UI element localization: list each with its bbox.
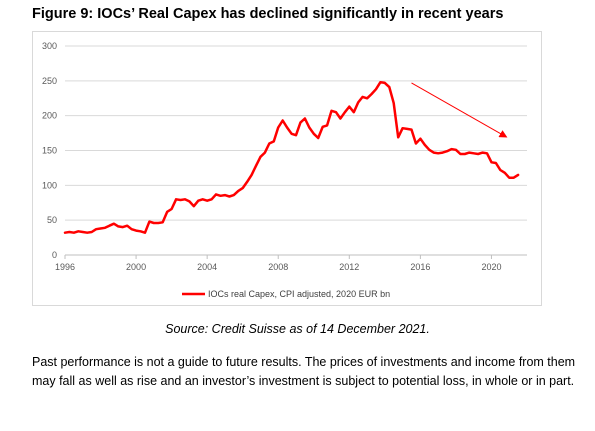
y-tick-label: 200 <box>42 111 57 121</box>
x-tick-label: 2012 <box>339 262 359 272</box>
source-note: Source: Credit Suisse as of 14 December … <box>165 322 430 336</box>
y-tick-label: 100 <box>42 180 57 190</box>
y-tick-label: 150 <box>42 146 57 156</box>
figure-title: Figure 9: IOCs’ Real Capex has declined … <box>32 6 504 22</box>
x-tick-label: 2016 <box>410 262 430 272</box>
x-tick-label: 2000 <box>126 262 146 272</box>
y-tick-label: 50 <box>47 215 57 225</box>
x-tick-label: 2020 <box>481 262 501 272</box>
disclaimer-text: Past performance is not a guide to futur… <box>32 355 576 388</box>
x-tick-label: 1996 <box>55 262 75 272</box>
legend-label: IOCs real Capex, CPI adjusted, 2020 EUR … <box>208 289 390 299</box>
y-tick-label: 0 <box>52 250 57 260</box>
chart-area: 0 50 100 150 200 250 300 1996 2000 2004 2008 2012 20… <box>32 31 542 306</box>
line-chart: 0 50 100 150 200 250 300 1996 2000 2004 2008 2012 20… <box>42 41 527 299</box>
series-line-0 <box>63 80 520 234</box>
y-tick-label: 300 <box>42 41 57 51</box>
y-tick-label: 250 <box>42 76 57 86</box>
x-tick-label: 2008 <box>268 262 288 272</box>
trend-arrow <box>411 82 508 138</box>
x-tick-label: 2004 <box>197 262 217 272</box>
